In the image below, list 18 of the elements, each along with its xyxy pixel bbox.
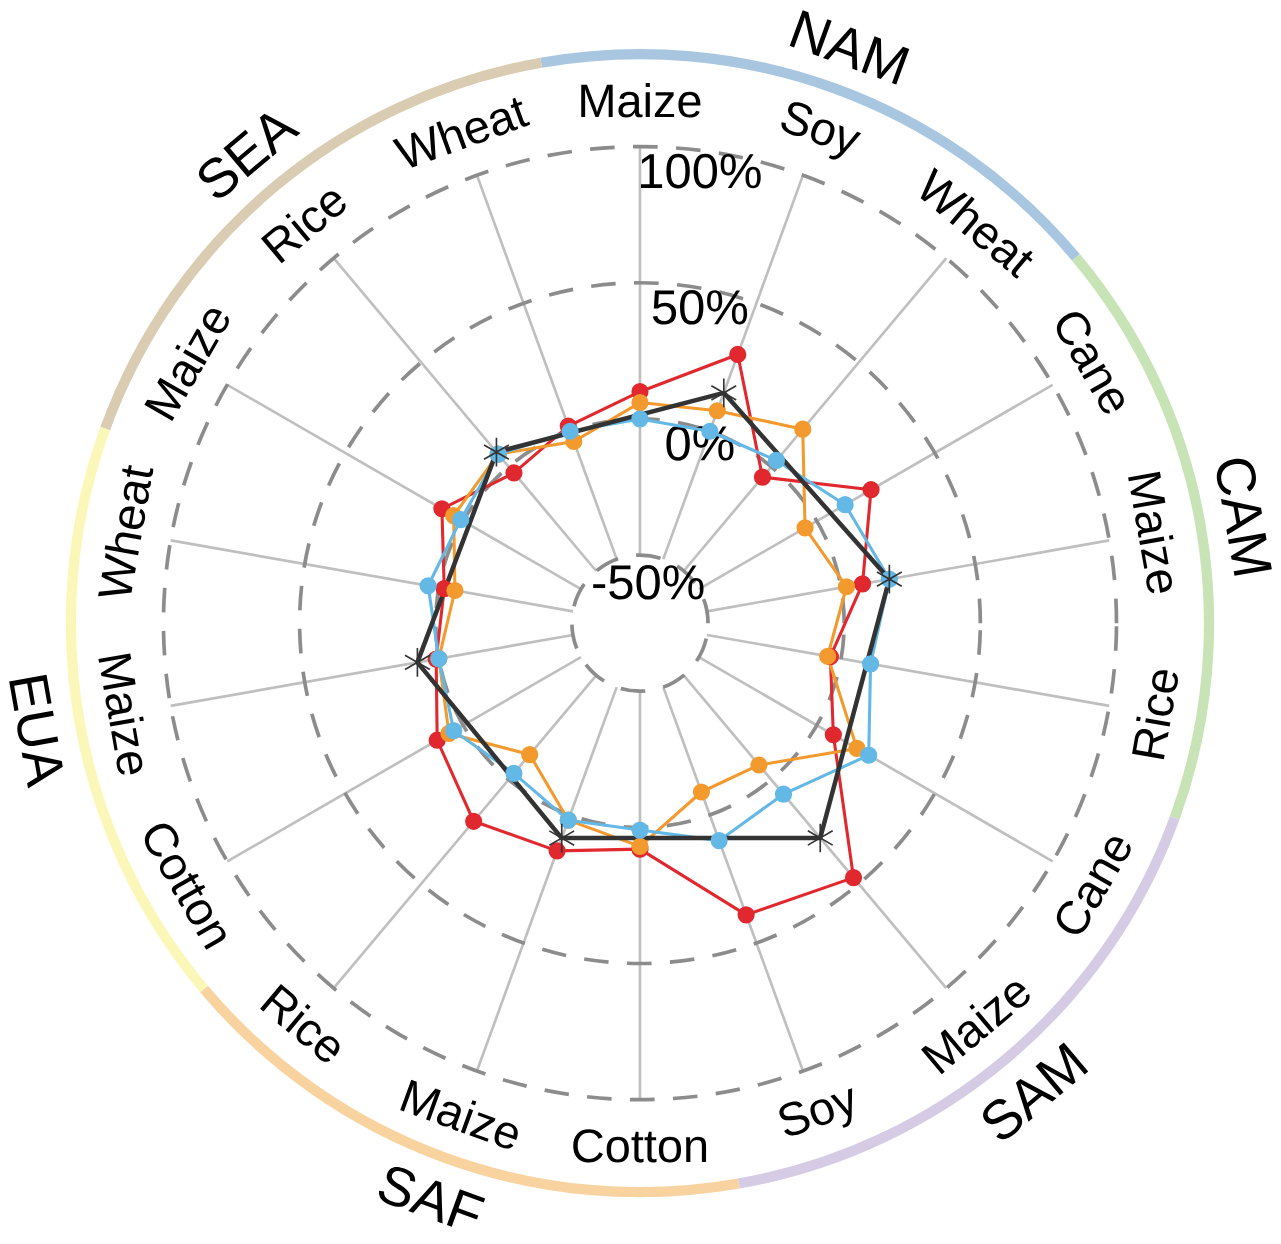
y-tick-label: 50% (652, 289, 748, 325)
spoke-label: Soy (781, 102, 862, 160)
spoke-label: Wheat (98, 464, 154, 597)
spoke-label: Maize (581, 83, 701, 118)
spoke-label: Cotton (573, 1129, 707, 1163)
text: CAM (1216, 458, 1272, 576)
spoke-label: Soy (779, 1088, 853, 1136)
spoke-label: Maize (98, 653, 144, 775)
spoke-label: Maize (1128, 471, 1174, 594)
spoke-label: Wheat (392, 97, 531, 168)
spoke-label: Rice (260, 983, 340, 1062)
y-tick-label: 100% (641, 153, 761, 189)
text: EUA (9, 674, 63, 789)
spoke-label: Rice (1132, 670, 1178, 760)
spoke-label: Maize (400, 1079, 518, 1149)
text: NAM (789, 10, 910, 85)
text: SAF (378, 1166, 486, 1227)
y-tick-label: -50% (593, 564, 704, 600)
